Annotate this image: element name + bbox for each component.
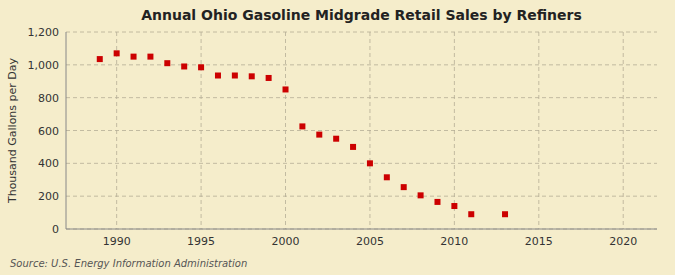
point [164, 60, 170, 66]
point [266, 75, 272, 81]
point [468, 211, 474, 217]
x-tick-label: 2020 [609, 235, 637, 248]
y-grid-line [66, 97, 657, 98]
point [114, 50, 120, 56]
point [181, 63, 187, 69]
x-grid-line [454, 32, 455, 229]
chart-container: 0 200 400 600 800 1,000 1,200 1990 1995 2000 2005 2… [0, 0, 675, 275]
x-grid-line [369, 32, 370, 229]
y-tick-label: 600 [38, 125, 59, 138]
y-grid-line [66, 163, 657, 164]
x-tick-label: 2010 [440, 235, 468, 248]
y-grid-line [66, 32, 657, 33]
point [502, 211, 508, 217]
point [434, 199, 440, 205]
point [316, 132, 322, 138]
x-grid-line [116, 32, 117, 229]
point [384, 174, 390, 180]
y-axis-label: Thousand Gallons per Day [6, 57, 19, 204]
point [451, 203, 457, 209]
point [350, 144, 356, 150]
point [418, 192, 424, 198]
x-tick-label: 2015 [525, 235, 553, 248]
y-tick-label: 800 [38, 92, 59, 105]
x-tick-label: 2000 [272, 235, 300, 248]
y-tick-label: 0 [52, 223, 59, 236]
grid [66, 32, 657, 229]
y-tick-label: 200 [38, 190, 59, 203]
x-tick-label: 1995 [187, 235, 215, 248]
y-grid-line [66, 130, 657, 131]
x-axis-line [66, 229, 657, 230]
point [131, 54, 137, 60]
chart: 0 200 400 600 800 1,000 1,200 1990 1995 2000 2005 2… [0, 0, 675, 275]
points [97, 50, 508, 217]
point [232, 73, 238, 79]
x-grid-line [538, 32, 539, 229]
point [198, 64, 204, 70]
y-tick-label: 1,200 [28, 26, 60, 39]
y-tick-label: 400 [38, 157, 59, 170]
y-axis-line [66, 32, 67, 229]
title: Annual Ohio Gasoline Midgrade Retail Sal… [141, 7, 582, 23]
point [367, 160, 373, 166]
x-grid-line [623, 32, 624, 229]
point [299, 123, 305, 129]
x-tick-label: 1990 [103, 235, 131, 248]
point [401, 184, 407, 190]
y-grid-line [66, 229, 657, 230]
x-tick-label: 2005 [356, 235, 384, 248]
y-grid-line [66, 64, 657, 65]
point [215, 73, 221, 79]
point [283, 86, 289, 92]
y-tick-label: 1,000 [28, 59, 60, 72]
y-grid-line [66, 196, 657, 197]
point [147, 54, 153, 60]
x-grid-line [285, 32, 286, 229]
point [249, 73, 255, 79]
x-grid-line [201, 32, 202, 229]
point [333, 136, 339, 142]
point [97, 56, 103, 62]
source-note: Source: U.S. Energy Information Administ… [10, 258, 247, 269]
